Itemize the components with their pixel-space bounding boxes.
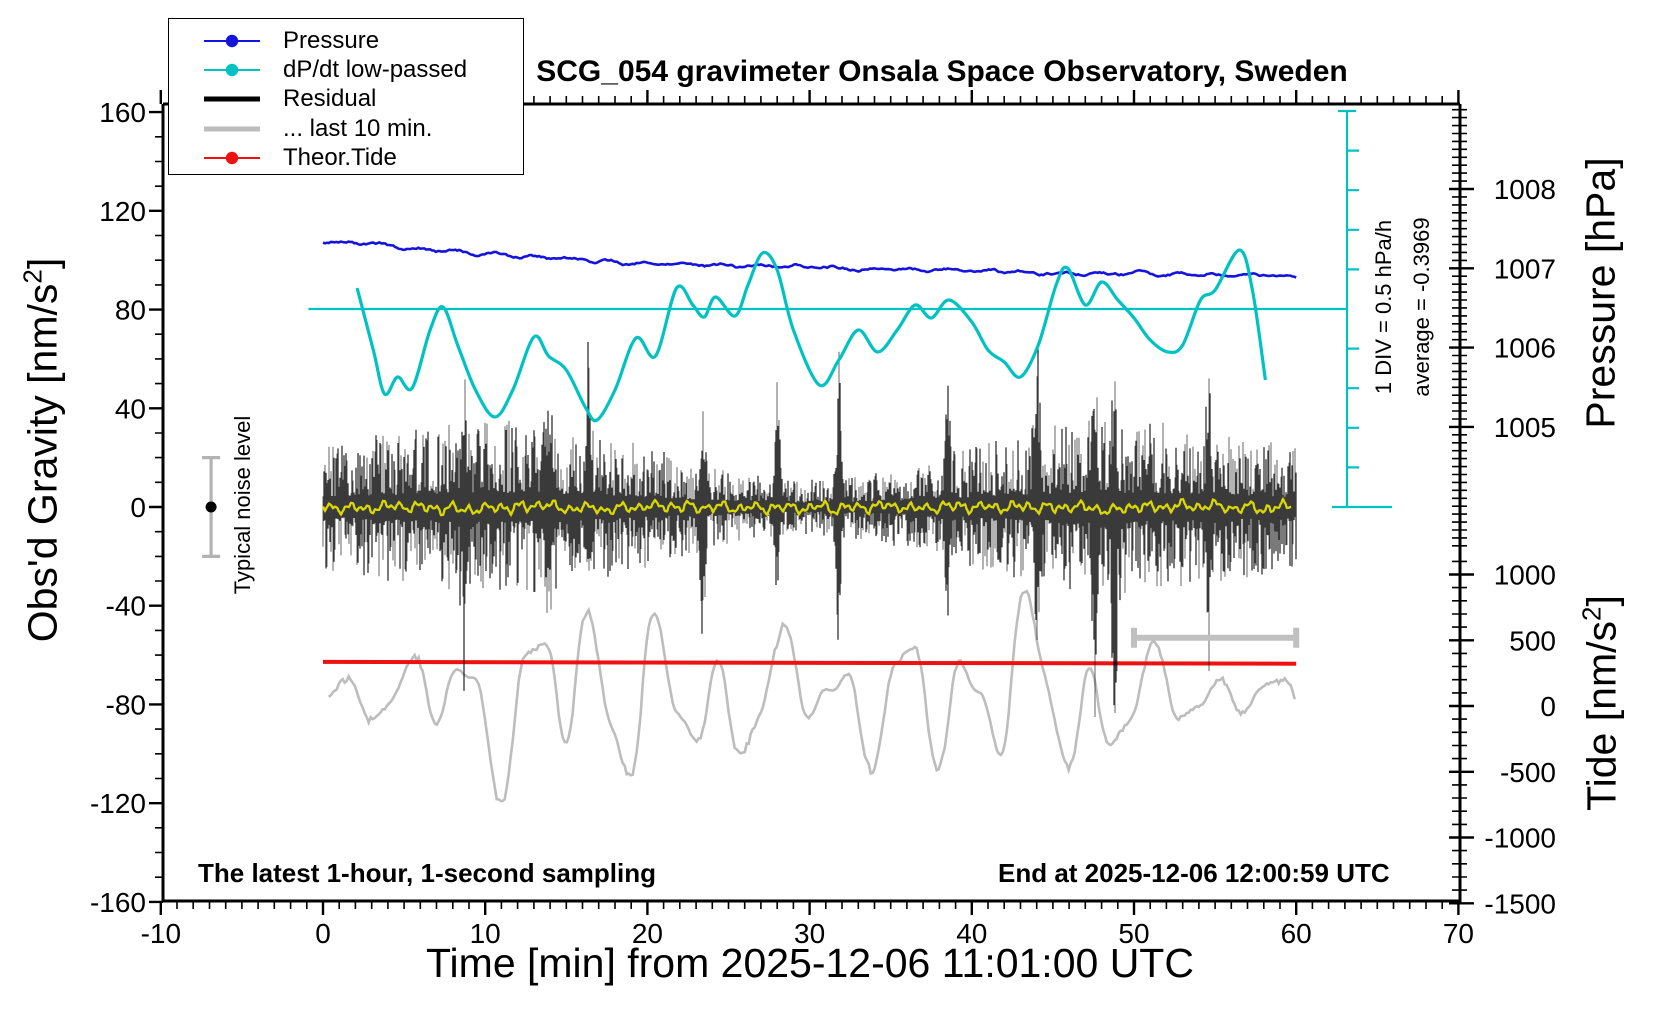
legend-item-last-10-min: ... last 10 min. (169, 114, 523, 143)
legend-item-theor-tide: Theor.Tide (169, 143, 523, 172)
x-tick-label: 30 (794, 918, 825, 949)
legend-sample-thick-line-icon (204, 126, 260, 132)
legend-sample-dot-line-icon (204, 34, 260, 47)
series-last10min (327, 589, 1296, 803)
series-theor-tide (322, 659, 1297, 666)
series-residual (322, 341, 1297, 717)
tide-tick-label: -500 (1500, 757, 1556, 788)
series-dpdt (355, 248, 1267, 423)
x-tick-label: 60 (1281, 918, 1312, 949)
legend-sample-thick-line-icon (204, 96, 260, 102)
dpdt-scalebar (308, 109, 1392, 509)
legend-box: Pressure dP/dt low-passed Residual... last… (168, 18, 524, 175)
pressure-tick-label: 1008 (1494, 174, 1556, 205)
x-tick-label: 50 (1118, 918, 1149, 949)
gravity-tick-label: 80 (115, 295, 146, 326)
gravity-tick-label: -40 (106, 591, 146, 622)
gravity-tick-label: -120 (90, 788, 146, 819)
div-scale-annotation: 1 DIV = 0.5 hPa/h (1371, 219, 1396, 395)
pressure-tick-label: 1005 (1494, 412, 1556, 443)
legend-label: Theor.Tide (283, 143, 397, 171)
gravity-tick-label: 160 (99, 97, 146, 128)
x-tick-label: -10 (141, 918, 181, 949)
x-tick-label: 20 (632, 918, 663, 949)
tide-tick-label: 500 (1509, 625, 1556, 656)
time-axis-title: Time [min] from 2025-12-06 11:01:00 UTC (426, 940, 1194, 986)
legend-item-pressure: Pressure (169, 26, 523, 55)
gravity-tick-label: 120 (99, 196, 146, 227)
noise-level-dot (205, 501, 217, 513)
end-time-annotation: End at 2025-12-06 12:00:59 UTC (998, 858, 1390, 888)
gravity-tick-label: -80 (106, 689, 146, 720)
pressure-axis-title: Pressure [hPa] (1577, 157, 1624, 429)
x-tick-label: 10 (470, 918, 501, 949)
average-annotation: average = -0.3969 (1409, 217, 1434, 397)
legend-sample-dot-line-icon (204, 151, 260, 165)
axes: -10 0 10 20 30 40 50 60 70 160 120 80 40 0 -40 -80 -120 -… (90, 90, 1556, 949)
legend-label: Pressure (283, 26, 380, 54)
legend-label: ... last 10 min. (283, 114, 433, 142)
legend-item-residual: Residual (169, 85, 523, 114)
gravity-tick-label: 0 (130, 492, 146, 523)
tide-tick-label: -1500 (1484, 888, 1556, 919)
tide-axis-title-close: ] (1578, 595, 1625, 607)
gravity-tick-label: -160 (90, 887, 146, 918)
gravity-axis-title: Obs'd Gravity [nm/s2] (18, 258, 67, 643)
x-tick-label: 70 (1443, 918, 1474, 949)
gravity-axis-title-text: Obs'd Gravity [nm/s (19, 283, 66, 643)
noise-level-marker (202, 456, 221, 558)
series-residual-lowpassed (321, 496, 1292, 518)
legend-sample-dot-line-icon (204, 63, 260, 77)
legend-item-dp-dt-low-passed: dP/dt low-passed (169, 55, 523, 84)
tide-axis-title-sup: 2 (1576, 606, 1607, 621)
gravity-tick-label: 40 (115, 393, 146, 424)
noise-level-annotation: Typical noise level (230, 415, 255, 595)
series-pressure (322, 240, 1297, 279)
gravity-axis-title-close: ] (19, 257, 66, 270)
legend-label: dP/dt low-passed (283, 55, 468, 83)
legend-label: Residual (283, 85, 377, 113)
plot-frame (161, 102, 1462, 903)
tide-tick-label: 0 (1540, 691, 1556, 722)
last10-scale-bar (1131, 627, 1300, 648)
minor-ticks (155, 96, 1467, 909)
sampling-annotation: The latest 1-hour, 1-second sampling (198, 858, 656, 888)
tide-axis-title-text: Tide [nm/s (1578, 621, 1625, 811)
page-title: SCG_054 gravimeter Onsala Space Observat… (536, 55, 1348, 88)
tide-tick-label: 1000 (1494, 560, 1556, 591)
x-tick-label: 0 (315, 918, 331, 949)
major-ticks (149, 90, 1474, 915)
tide-axis-title: Tide [nm/s2] (1577, 595, 1626, 811)
x-tick-label: 40 (956, 918, 987, 949)
pressure-tick-label: 1006 (1494, 333, 1556, 364)
pressure-tick-label: 1007 (1494, 253, 1556, 284)
tide-tick-label: -1000 (1484, 823, 1556, 854)
gravity-axis-title-sup: 2 (17, 269, 48, 284)
